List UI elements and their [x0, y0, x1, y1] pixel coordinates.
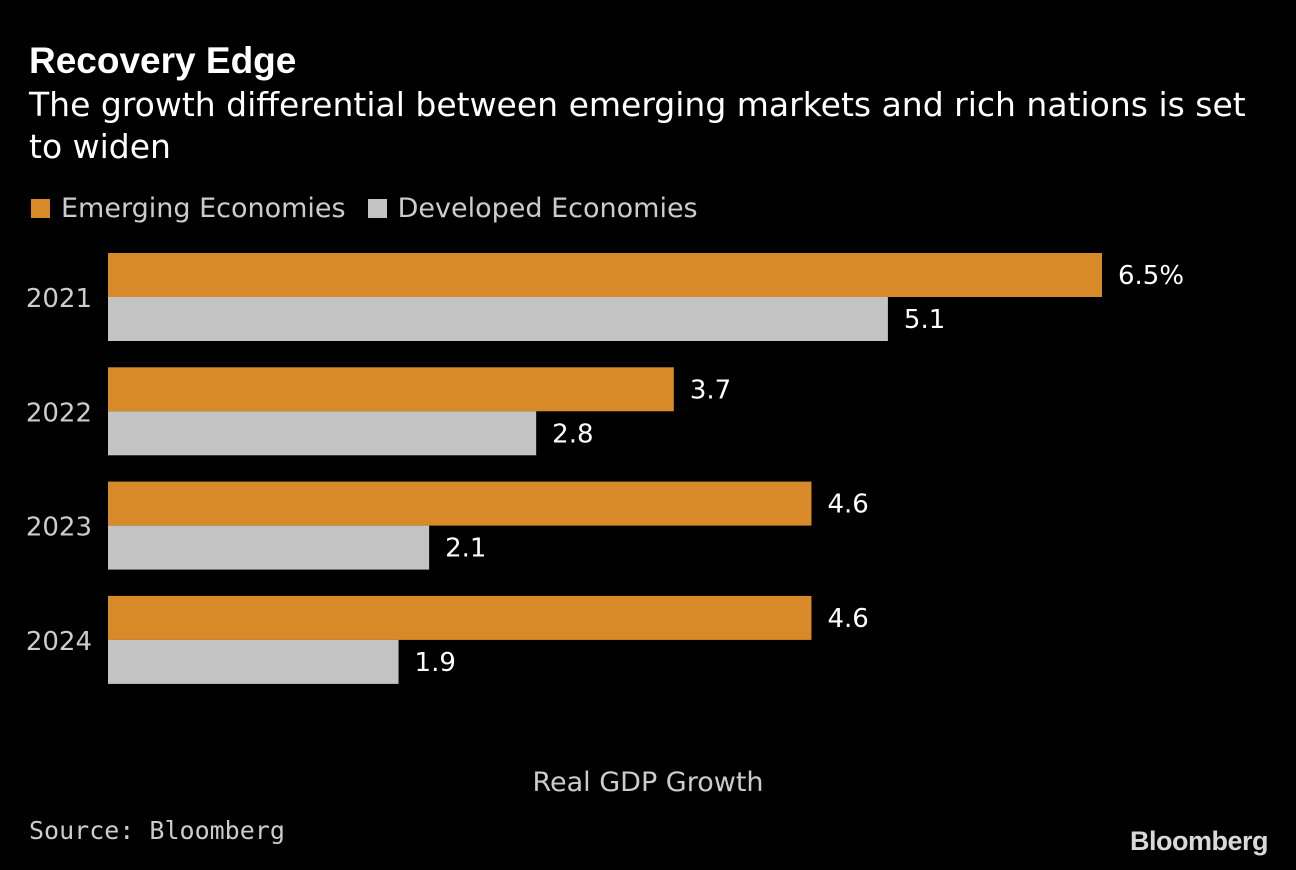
- data-label: 5.1: [904, 305, 945, 335]
- chart-subtitle: The growth differential between emerging…: [29, 85, 1246, 166]
- legend: Emerging Economies Developed Economies: [31, 193, 720, 224]
- data-label: 3.7: [690, 375, 731, 405]
- bloomberg-logo: Bloomberg: [1129, 826, 1269, 856]
- chart-title: Recovery Edge: [29, 40, 297, 81]
- bar-developed-2022: [108, 411, 537, 456]
- x-axis-label: Real GDP Growth: [532, 767, 764, 798]
- y-tick-label: 2023: [26, 513, 92, 543]
- bar-developed-2021: [108, 297, 888, 341]
- legend-item-emerging: Emerging Economies: [31, 193, 346, 224]
- data-label: 4.6: [827, 604, 868, 634]
- data-label: 1.9: [415, 648, 456, 678]
- data-label: 6.5%: [1118, 261, 1184, 291]
- y-tick-label: 2022: [26, 398, 92, 428]
- data-label: 4.6: [827, 490, 868, 520]
- legend-swatch-developed: [367, 199, 387, 218]
- bar-chart: 2021 6.5% 5.1 2022 3.7 2.8 2023 4.6 2.1 2024 4.6 1.…: [26, 253, 1184, 684]
- data-label: 2.1: [445, 534, 486, 564]
- bar-emerging-2022: [108, 367, 674, 412]
- y-tick-label: 2024: [26, 627, 92, 657]
- data-label: 2.8: [552, 419, 593, 449]
- legend-swatch-emerging: [31, 199, 50, 218]
- y-tick-label: 2021: [26, 284, 92, 314]
- bar-emerging-2021: [108, 253, 1102, 297]
- bar-emerging-2024: [108, 595, 812, 640]
- legend-label-developed: Developed Economies: [397, 193, 698, 224]
- bar-developed-2024: [108, 639, 399, 684]
- legend-item-developed: Developed Economies: [367, 193, 698, 224]
- bar-emerging-2023: [108, 481, 812, 526]
- source-note: Source: Bloomberg: [29, 816, 285, 845]
- legend-label-emerging: Emerging Economies: [61, 193, 346, 224]
- bar-developed-2023: [108, 525, 430, 570]
